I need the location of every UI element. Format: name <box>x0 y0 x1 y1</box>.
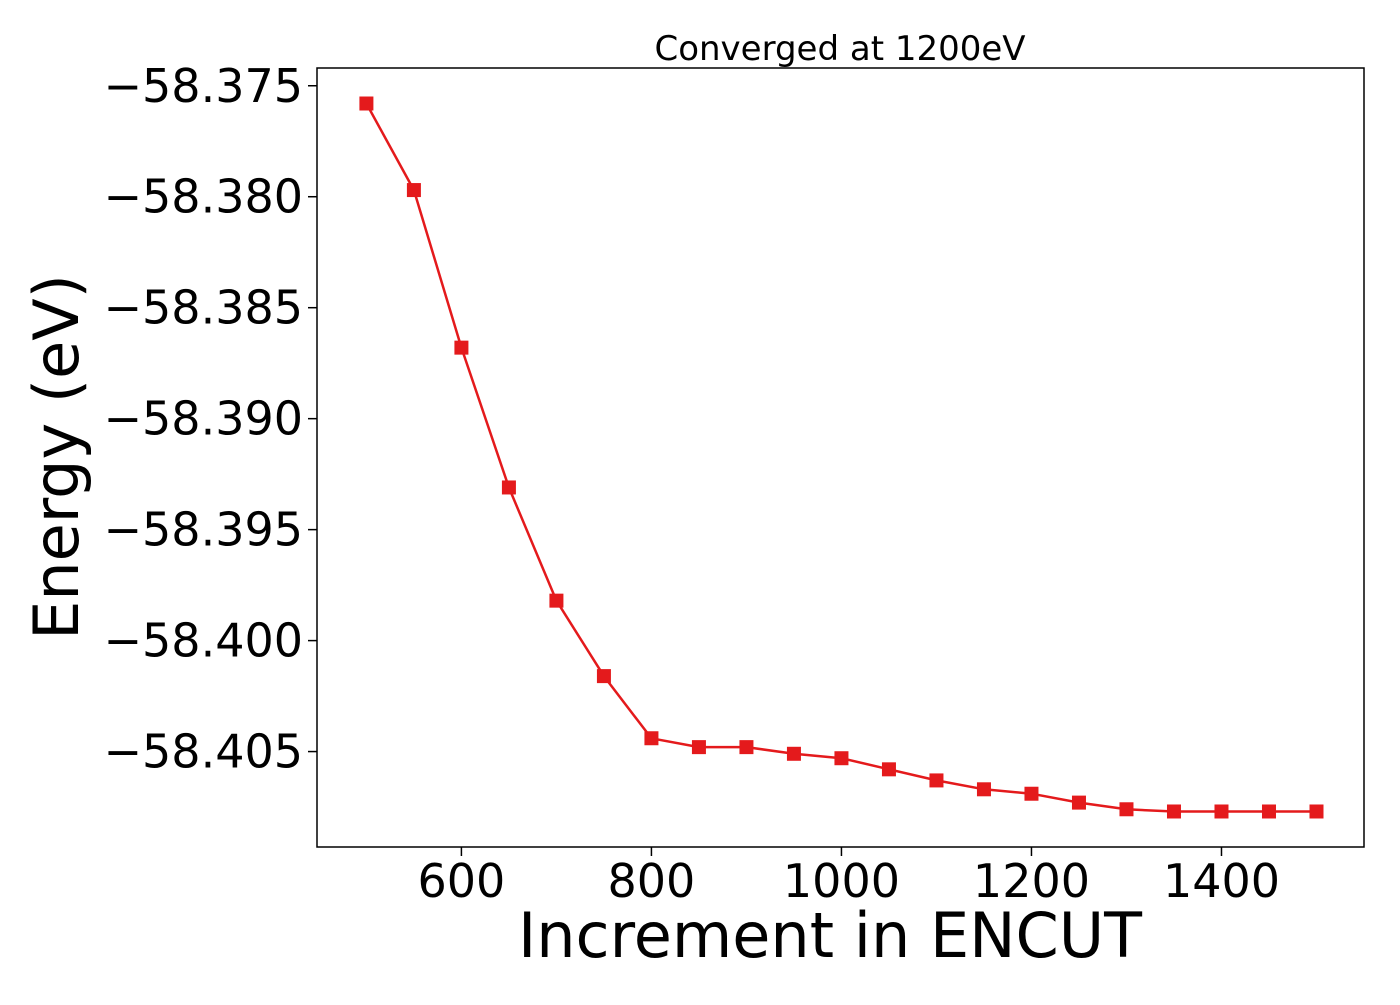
data-point-marker <box>881 762 896 777</box>
y-tick-label: −58.405 <box>104 725 304 779</box>
data-point-marker <box>359 96 374 111</box>
y-tick-label: −58.380 <box>104 170 304 224</box>
data-point-marker <box>454 340 469 355</box>
series-layer <box>359 96 1324 819</box>
data-point-marker <box>976 782 991 797</box>
data-point-marker <box>1119 802 1134 817</box>
y-tick-label: −58.400 <box>104 614 304 668</box>
y-tick-label: −58.395 <box>104 503 304 557</box>
data-point-marker <box>406 183 421 198</box>
data-point-marker <box>691 740 706 755</box>
y-tick-label: −58.385 <box>104 281 304 335</box>
chart-title: Converged at 1200eV <box>654 29 1025 69</box>
y-tick-label: −58.375 <box>104 59 304 113</box>
data-point-marker <box>1261 804 1276 819</box>
data-point-marker <box>1024 786 1039 801</box>
data-point-marker <box>786 746 801 761</box>
x-tick-label: 1400 <box>1163 854 1280 908</box>
data-point-marker <box>834 751 849 766</box>
data-point-marker <box>739 740 754 755</box>
data-point-marker <box>1214 804 1229 819</box>
data-point-marker <box>1166 804 1181 819</box>
x-tick-label: 600 <box>418 854 506 908</box>
y-axis-label: Energy (eV) <box>20 274 93 640</box>
data-point-marker <box>1309 804 1324 819</box>
x-tick-label: 1000 <box>783 854 900 908</box>
data-point-marker <box>549 593 564 608</box>
data-point-marker <box>1071 795 1086 810</box>
y-tick-label: −58.390 <box>104 392 304 446</box>
plot-frame <box>316 67 1365 848</box>
x-tick-label: 1200 <box>973 854 1090 908</box>
x-axis-label: Increment in ENCUT <box>518 899 1143 972</box>
data-point-marker <box>929 773 944 788</box>
x-tick-label: 800 <box>608 854 696 908</box>
data-point-marker <box>644 731 659 746</box>
data-point-marker <box>596 669 611 684</box>
data-point-marker <box>501 480 516 495</box>
axis-ticks: 600 800 1000 1200 1400 −58.375 −58.380 −58.385 −… <box>104 59 1281 908</box>
